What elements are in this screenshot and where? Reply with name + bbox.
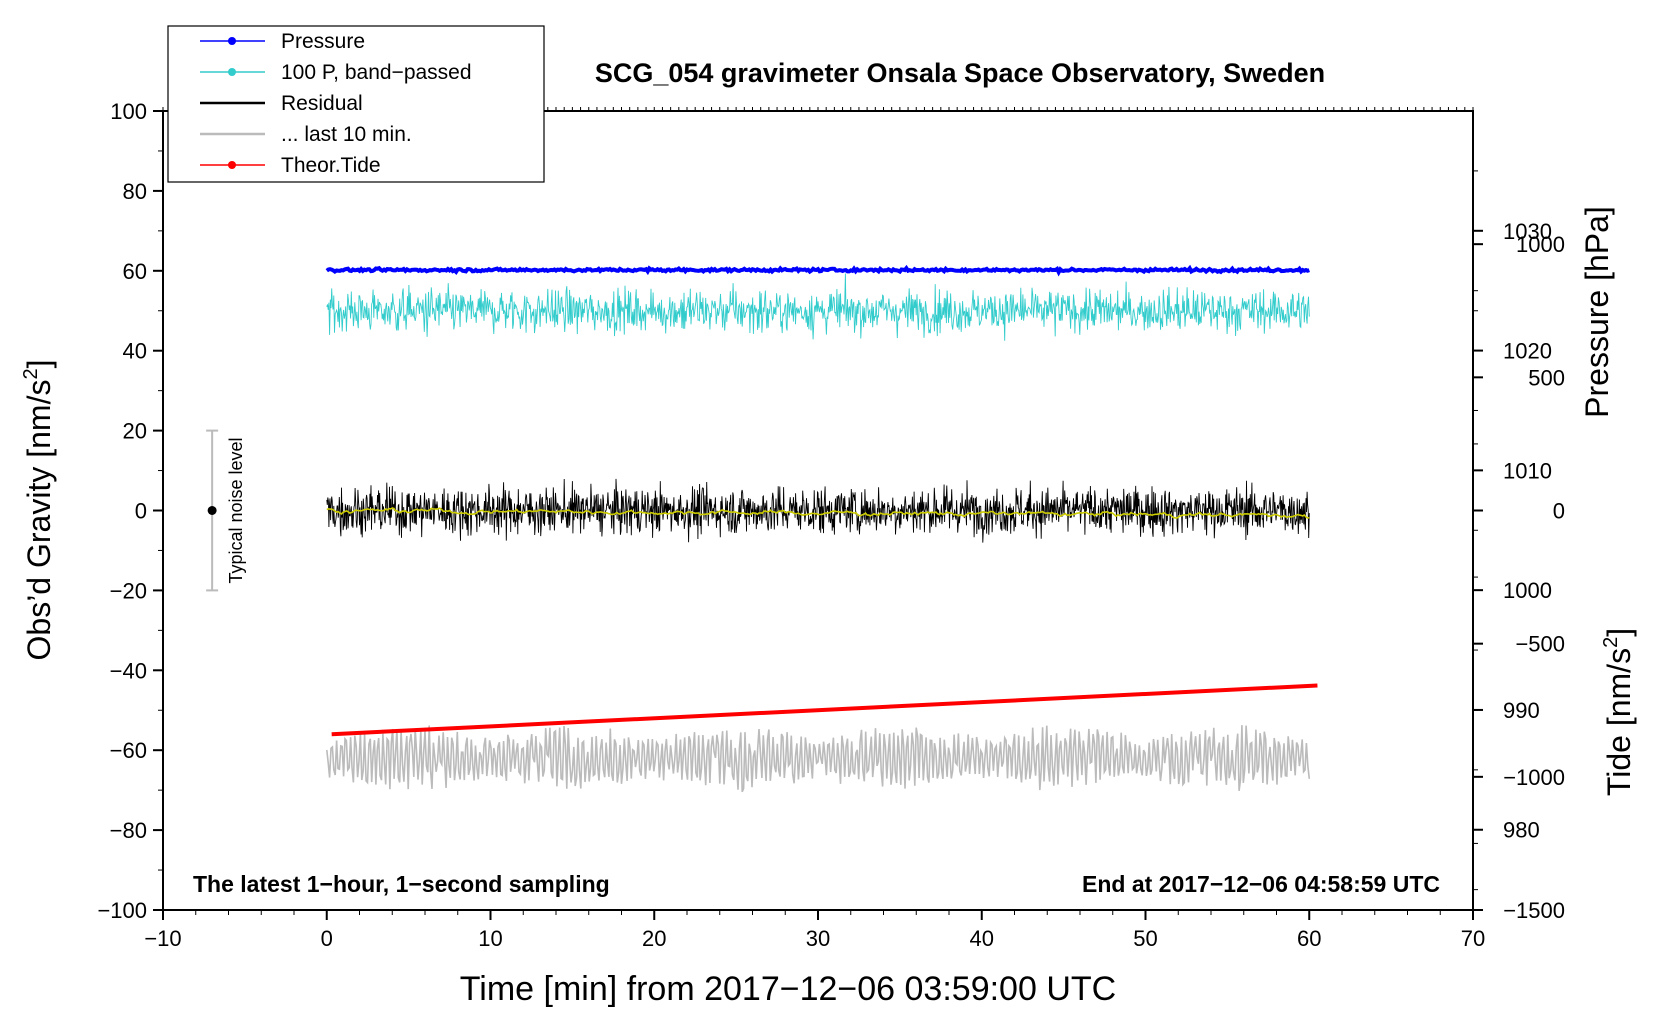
pressure-tick-label: 1030 [1503, 219, 1552, 244]
x-tick-label: 70 [1461, 926, 1485, 951]
annotation-left: The latest 1−hour, 1−second sampling [193, 871, 610, 897]
series-residual-smoothed [326, 507, 1310, 519]
series-band-passed-pressure [326, 273, 1310, 341]
y-tick-label: −100 [97, 898, 147, 923]
y-tick-label: −40 [110, 658, 147, 683]
series-last-10-min [326, 725, 1311, 793]
y-axis-label-pressure: Pressure [hPa] [1579, 206, 1615, 418]
y-tick-label: 20 [123, 419, 147, 444]
y-axis-label-gravity: Obs’d Gravity [nm/s2] [20, 360, 57, 661]
pressure-tick-label: 980 [1503, 818, 1540, 843]
y-tick-label: −20 [110, 578, 147, 603]
y-tick-label: −80 [110, 818, 147, 843]
x-tick-label: 60 [1297, 926, 1321, 951]
series-pressure [325, 264, 1310, 277]
noise-bar-center-point [207, 506, 217, 515]
tide-tick-label: 0 [1553, 499, 1565, 524]
y-axis-label-tide: Tide [nm/s2] [1600, 628, 1637, 796]
pressure-tick-label: 990 [1503, 698, 1540, 723]
legend: Pressure 100 P, band−passed Residual ... la… [167, 25, 545, 183]
x-tick-label: −10 [144, 926, 181, 951]
x-tick-label: 30 [806, 926, 830, 951]
y-tick-label: 80 [123, 179, 147, 204]
y-tick-label: 40 [123, 339, 147, 364]
x-axis-label: Time [min] from 2017−12−06 03:59:00 UTC [460, 970, 1116, 1008]
legend-label-2: Residual [281, 92, 363, 115]
x-tick-label: 20 [642, 926, 666, 951]
y-tick-label: 60 [123, 259, 147, 284]
legend-label-4: Theor.Tide [281, 154, 381, 177]
pressure-tick-label: 1020 [1503, 339, 1552, 364]
axes-group: −10 0 10 20 30 40 50 60 70−100−80−60−40−20020406… [20, 99, 1637, 1008]
legend-label-1: 100 P, band−passed [281, 61, 472, 84]
annotation-right: End at 2017−12−06 04:58:59 UTC [1082, 871, 1440, 897]
noise-label: Typical noise level [226, 437, 246, 583]
tide-tick-label: −500 [1515, 632, 1565, 657]
tide-tick-label: −1000 [1503, 765, 1565, 790]
x-tick-label: 40 [970, 926, 994, 951]
y-tick-label: 100 [110, 99, 147, 124]
y-tick-label: −60 [110, 738, 147, 763]
legend-marker-0 [228, 37, 236, 45]
tide-tick-label: −1500 [1503, 898, 1565, 923]
pressure-tick-label: 1010 [1503, 458, 1552, 483]
legend-marker-4 [228, 161, 236, 169]
x-tick-label: 10 [478, 926, 502, 951]
legend-label-3: ... last 10 min. [281, 123, 412, 146]
x-tick-label: 50 [1133, 926, 1157, 951]
series-group [325, 264, 1318, 793]
x-tick-label: 0 [321, 926, 333, 951]
legend-marker-1 [228, 68, 236, 76]
y-tick-label: 0 [135, 499, 147, 524]
noise-bar-group: Typical noise level [206, 429, 246, 592]
tide-tick-label: 500 [1528, 365, 1565, 390]
tide-tick-label: 1000 [1516, 232, 1565, 257]
series-residual [326, 478, 1310, 543]
series-theoretical-tide [331, 683, 1318, 737]
pressure-tick-label: 1000 [1503, 578, 1552, 603]
chart-title: SCG_054 gravimeter Onsala Space Observat… [595, 58, 1325, 88]
legend-label-0: Pressure [281, 30, 365, 53]
